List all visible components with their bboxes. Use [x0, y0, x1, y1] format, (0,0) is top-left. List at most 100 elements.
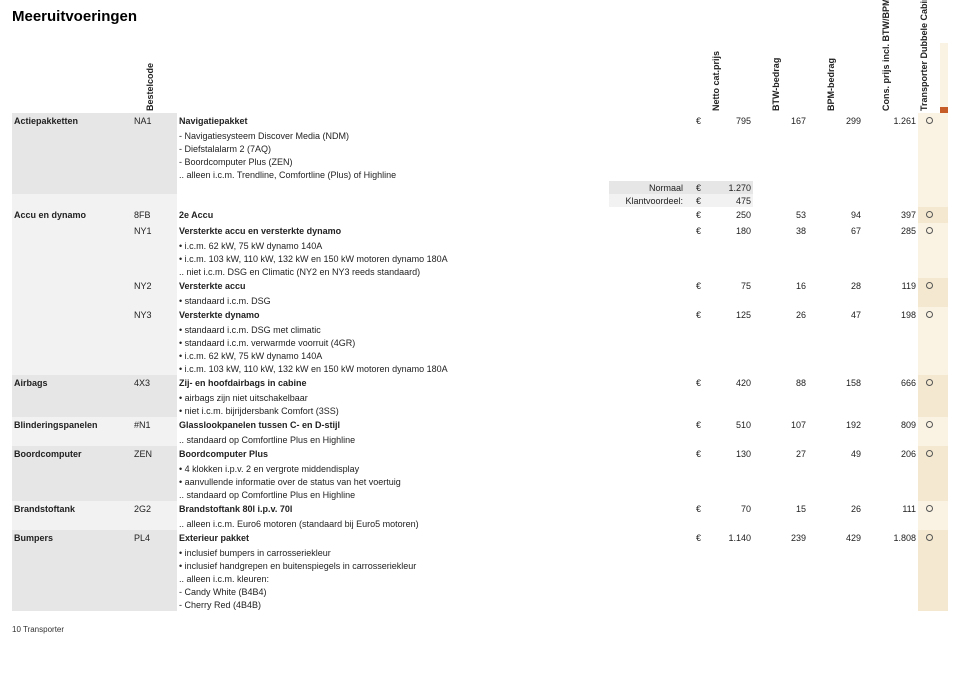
item-subline: .. standaard op Comfortline Plus en High…	[177, 433, 689, 446]
marker-cell	[918, 501, 940, 517]
code-cell: 2G2	[132, 501, 177, 517]
item-subline: • i.c.m. 62 kW, 75 kW dynamo 140A	[177, 349, 689, 362]
item-subline: - Navigatiesysteem Discover Media (NDM)	[177, 129, 689, 142]
btw-cell: 88	[753, 375, 808, 391]
item-subline: • niet i.c.m. bijrijdersbank Comfort (3S…	[177, 404, 689, 417]
marker-cell	[918, 113, 940, 129]
price-cell: 180	[703, 223, 753, 239]
btw-cell: 167	[753, 113, 808, 129]
price-cell: 75	[703, 278, 753, 294]
item-subline: • aanvullende informatie over de status …	[177, 475, 689, 488]
marker-cell	[918, 207, 940, 223]
currency: €	[689, 501, 703, 517]
marker-cell	[918, 530, 940, 546]
currency: €	[689, 181, 703, 194]
marker-cell	[918, 278, 940, 294]
item-title: Versterkte accu en versterkte dynamo	[177, 223, 689, 239]
item-title: Versterkte accu	[177, 278, 689, 294]
price-cell: 795	[703, 113, 753, 129]
currency: €	[689, 194, 703, 207]
btw-cell: 239	[753, 530, 808, 546]
col-cons: Cons. prijs incl. BTW/BPM	[863, 43, 918, 113]
item-title: Boordcomputer Plus	[177, 446, 689, 462]
price-cell: 1.140	[703, 530, 753, 546]
item-subline: .. alleen i.c.m. kleuren:	[177, 572, 689, 585]
extra-value: 1.270	[703, 181, 753, 194]
currency: €	[689, 417, 703, 433]
marker-cell	[918, 375, 940, 391]
col-btw: BTW-bedrag	[753, 43, 808, 113]
marker-cell	[918, 223, 940, 239]
category-cell	[12, 278, 132, 294]
bpm-cell: 67	[808, 223, 863, 239]
item-subline: .. niet i.c.m. DSG en Climatic (NY2 en N…	[177, 265, 689, 278]
extra-label: Normaal	[609, 181, 689, 194]
marker-cell	[918, 417, 940, 433]
price-cell: 70	[703, 501, 753, 517]
price-cell: 130	[703, 446, 753, 462]
cons-cell: 119	[863, 278, 918, 294]
category-cell: Brandstoftank	[12, 501, 132, 517]
cons-cell: 397	[863, 207, 918, 223]
cons-cell: 809	[863, 417, 918, 433]
col-bestelcode: Bestelcode	[132, 43, 177, 113]
currency: €	[689, 375, 703, 391]
bpm-cell: 26	[808, 501, 863, 517]
bpm-cell: 28	[808, 278, 863, 294]
col-trans: Transporter Dubbele Cabine	[918, 43, 940, 113]
item-subline: • standaard i.c.m. DSG met climatic	[177, 323, 689, 336]
item-title: Brandstoftank 80l i.p.v. 70l	[177, 501, 689, 517]
currency: €	[689, 278, 703, 294]
code-cell: NY3	[132, 307, 177, 323]
cons-cell: 1.808	[863, 530, 918, 546]
code-cell: NA1	[132, 113, 177, 129]
item-subline: • standaard i.c.m. DSG	[177, 294, 689, 307]
cons-cell: 666	[863, 375, 918, 391]
currency: €	[689, 307, 703, 323]
category-cell: Airbags	[12, 375, 132, 391]
extra-value: 475	[703, 194, 753, 207]
currency: €	[689, 113, 703, 129]
currency: €	[689, 223, 703, 239]
currency: €	[689, 530, 703, 546]
item-title: Versterkte dynamo	[177, 307, 689, 323]
bpm-cell: 47	[808, 307, 863, 323]
code-cell: 8FB	[132, 207, 177, 223]
category-cell: Boordcomputer	[12, 446, 132, 462]
extra-label: Klantvoordeel:	[609, 194, 689, 207]
item-subline: - Cherry Red (4B4B)	[177, 598, 689, 611]
btw-cell: 16	[753, 278, 808, 294]
item-title: Exterieur pakket	[177, 530, 689, 546]
bpm-cell: 299	[808, 113, 863, 129]
item-subline: • 4 klokken i.p.v. 2 en vergrote middend…	[177, 462, 689, 475]
options-table: Bestelcode Netto cat.prijs BTW-bedrag BP…	[12, 43, 948, 611]
item-title: 2e Accu	[177, 207, 689, 223]
bpm-cell: 94	[808, 207, 863, 223]
btw-cell: 53	[753, 207, 808, 223]
btw-cell: 38	[753, 223, 808, 239]
item-title: Glasslookpanelen tussen C- en D-stijl	[177, 417, 689, 433]
btw-cell: 26	[753, 307, 808, 323]
marker-cell	[918, 307, 940, 323]
cons-cell: 1.261	[863, 113, 918, 129]
item-title: Navigatiepakket	[177, 113, 689, 129]
code-cell: NY1	[132, 223, 177, 239]
col-bpm: BPM-bedrag	[808, 43, 863, 113]
cons-cell: 111	[863, 501, 918, 517]
item-subline: • i.c.m. 62 kW, 75 kW dynamo 140A	[177, 239, 689, 252]
bpm-cell: 429	[808, 530, 863, 546]
bpm-cell: 192	[808, 417, 863, 433]
item-subline: .. alleen i.c.m. Trendline, Comfortline …	[177, 168, 689, 181]
marker-cell	[918, 446, 940, 462]
code-cell: PL4	[132, 530, 177, 546]
btw-cell: 27	[753, 446, 808, 462]
code-cell: NY2	[132, 278, 177, 294]
item-subline: .. standaard op Comfortline Plus en High…	[177, 488, 689, 501]
item-subline: • inclusief handgrepen en buitenspiegels…	[177, 559, 689, 572]
item-subline: .. alleen i.c.m. Euro6 motoren (standaar…	[177, 517, 689, 530]
cons-cell: 206	[863, 446, 918, 462]
item-subline: - Diefstalalarm 2 (7AQ)	[177, 142, 689, 155]
category-cell: Actiepakketten	[12, 113, 132, 129]
page-title: Meeruitvoeringen	[12, 8, 948, 25]
category-cell	[12, 223, 132, 239]
